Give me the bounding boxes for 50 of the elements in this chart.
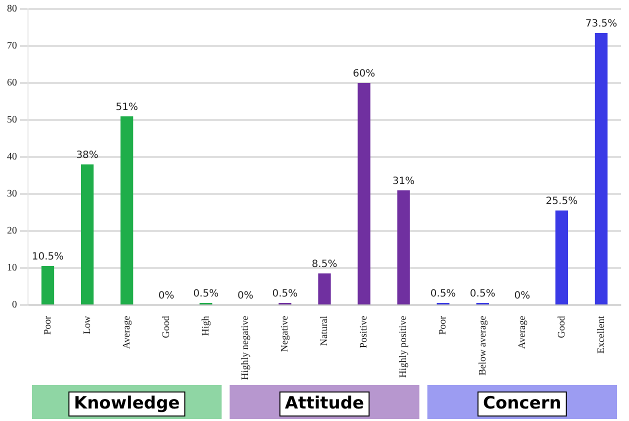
text: Concern xyxy=(482,393,562,414)
data-label: 73.5% xyxy=(585,18,618,30)
y-tick-label: 20 xyxy=(7,226,17,237)
text: Knowledge xyxy=(74,393,180,414)
y-tick-label: 60 xyxy=(7,78,17,89)
data-label: 31% xyxy=(392,176,415,187)
bar xyxy=(80,164,94,304)
data-label: 0% xyxy=(237,290,254,302)
y-tick-label: 80 xyxy=(7,4,17,15)
x-tick-label: Negative xyxy=(280,315,291,352)
data-label: 25.5% xyxy=(546,196,578,208)
x-tick-label: Average xyxy=(121,315,132,349)
x-tick-label: Poor xyxy=(438,315,449,335)
x-tick-label: Below average xyxy=(477,315,488,376)
x-tick-label: Positive xyxy=(358,315,370,348)
y-tick-label: 40 xyxy=(7,152,17,163)
x-tick-label: Highly negative xyxy=(240,315,252,380)
data-label: 0.5% xyxy=(470,288,496,300)
bar xyxy=(594,33,608,304)
data-label: 0% xyxy=(514,290,530,302)
y-tick-label: 10 xyxy=(7,262,17,274)
bar xyxy=(555,210,568,304)
x-tick-label: Excellent xyxy=(596,316,607,354)
data-label: 60% xyxy=(352,68,376,80)
y-tick-label: 0 xyxy=(12,299,17,310)
data-label: 0.5% xyxy=(193,288,219,300)
data-label: 0% xyxy=(158,290,174,302)
bar xyxy=(358,82,370,304)
data-label: 10.5% xyxy=(32,252,64,263)
data-label: 38% xyxy=(76,150,98,161)
x-tick-label: Highly positive xyxy=(398,315,410,378)
x-tick-label: High xyxy=(200,316,212,336)
bar xyxy=(120,116,134,304)
bar xyxy=(41,266,54,304)
text: Attitude xyxy=(284,393,364,414)
x-tick-label: Poor xyxy=(42,315,54,335)
x-tick-label: Average xyxy=(516,315,528,349)
bar xyxy=(318,273,331,304)
data-label: 0.5% xyxy=(272,288,298,300)
y-tick-label: 30 xyxy=(7,188,17,200)
data-label: 8.5% xyxy=(312,259,338,270)
x-tick-label: Natural xyxy=(319,316,330,346)
x-tick-label: Good xyxy=(556,316,568,338)
x-tick-label: Low xyxy=(82,315,93,334)
data-label: 51% xyxy=(116,102,138,113)
bar xyxy=(397,190,410,304)
y-tick-label: 70 xyxy=(7,40,17,52)
y-tick-label: 50 xyxy=(7,114,17,126)
x-tick-label: Good xyxy=(160,316,172,338)
data-label: 0.5% xyxy=(430,288,456,300)
